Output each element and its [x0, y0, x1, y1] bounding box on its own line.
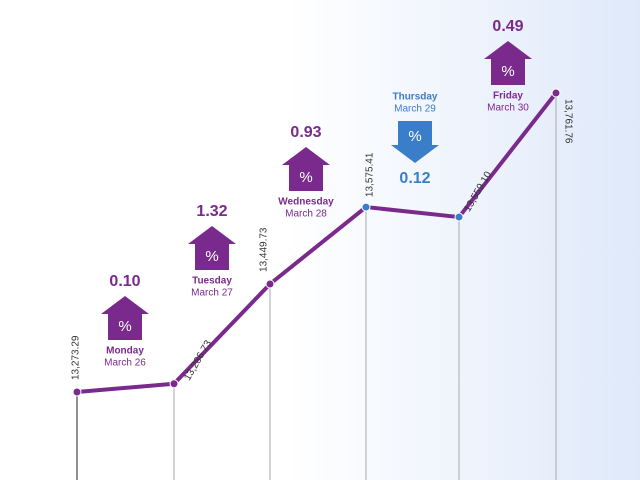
data-point [265, 279, 275, 289]
day-label: Monday [106, 346, 144, 357]
percent-symbol: % [299, 169, 312, 186]
up-arrow [188, 226, 236, 270]
date-label: March 29 [394, 104, 436, 115]
data-point [361, 202, 371, 212]
date-label: March 30 [487, 103, 529, 114]
data-point [72, 387, 82, 397]
percent-symbol: % [501, 63, 514, 80]
value-label: 13,575.41 [365, 152, 376, 197]
day-label: Thursday [392, 92, 437, 103]
data-point [551, 88, 561, 98]
change-label: 0.93 [290, 124, 321, 141]
up-arrow [484, 41, 532, 85]
up-arrow [282, 147, 330, 191]
data-point [454, 212, 464, 222]
date-label: March 26 [104, 358, 146, 369]
percent-symbol: % [118, 318, 131, 335]
change-label: 1.32 [196, 203, 227, 220]
price-line [76, 91, 558, 394]
day-label: Wednesday [278, 197, 334, 208]
percent-symbol: % [408, 128, 421, 145]
date-label: March 28 [285, 209, 327, 220]
value-label: 13,449.73 [259, 227, 270, 272]
date-label: March 27 [191, 288, 233, 299]
day-label: Tuesday [192, 276, 232, 287]
change-label: 0.10 [109, 273, 140, 290]
percent-symbol: % [205, 248, 218, 265]
down-arrow [391, 121, 439, 163]
value-label: 13,273.29 [71, 335, 82, 380]
data-point [169, 379, 179, 389]
day-label: Friday [493, 91, 523, 102]
change-label: 0.12 [399, 170, 430, 187]
change-label: 0.49 [492, 18, 523, 35]
up-arrow [101, 296, 149, 340]
value-label: 13,761.76 [562, 99, 573, 144]
